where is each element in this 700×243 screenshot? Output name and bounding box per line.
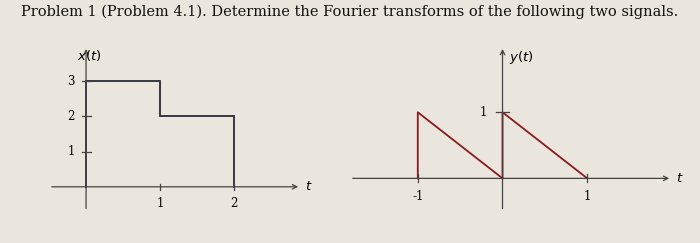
Text: 1: 1 bbox=[584, 190, 591, 203]
Text: 3: 3 bbox=[67, 75, 75, 88]
Text: $t$: $t$ bbox=[304, 180, 312, 193]
Text: 2: 2 bbox=[68, 110, 75, 123]
Text: -1: -1 bbox=[412, 190, 423, 203]
Text: $t$: $t$ bbox=[676, 172, 684, 185]
Text: 1: 1 bbox=[157, 197, 164, 210]
Text: $y(t)$: $y(t)$ bbox=[510, 50, 534, 67]
Text: $x(t)$: $x(t)$ bbox=[77, 48, 102, 63]
Text: Problem 1 (Problem 4.1). Determine the Fourier transforms of the following two s: Problem 1 (Problem 4.1). Determine the F… bbox=[22, 5, 678, 19]
Text: 1: 1 bbox=[480, 106, 487, 119]
Text: 2: 2 bbox=[230, 197, 238, 210]
Text: 1: 1 bbox=[68, 145, 75, 158]
